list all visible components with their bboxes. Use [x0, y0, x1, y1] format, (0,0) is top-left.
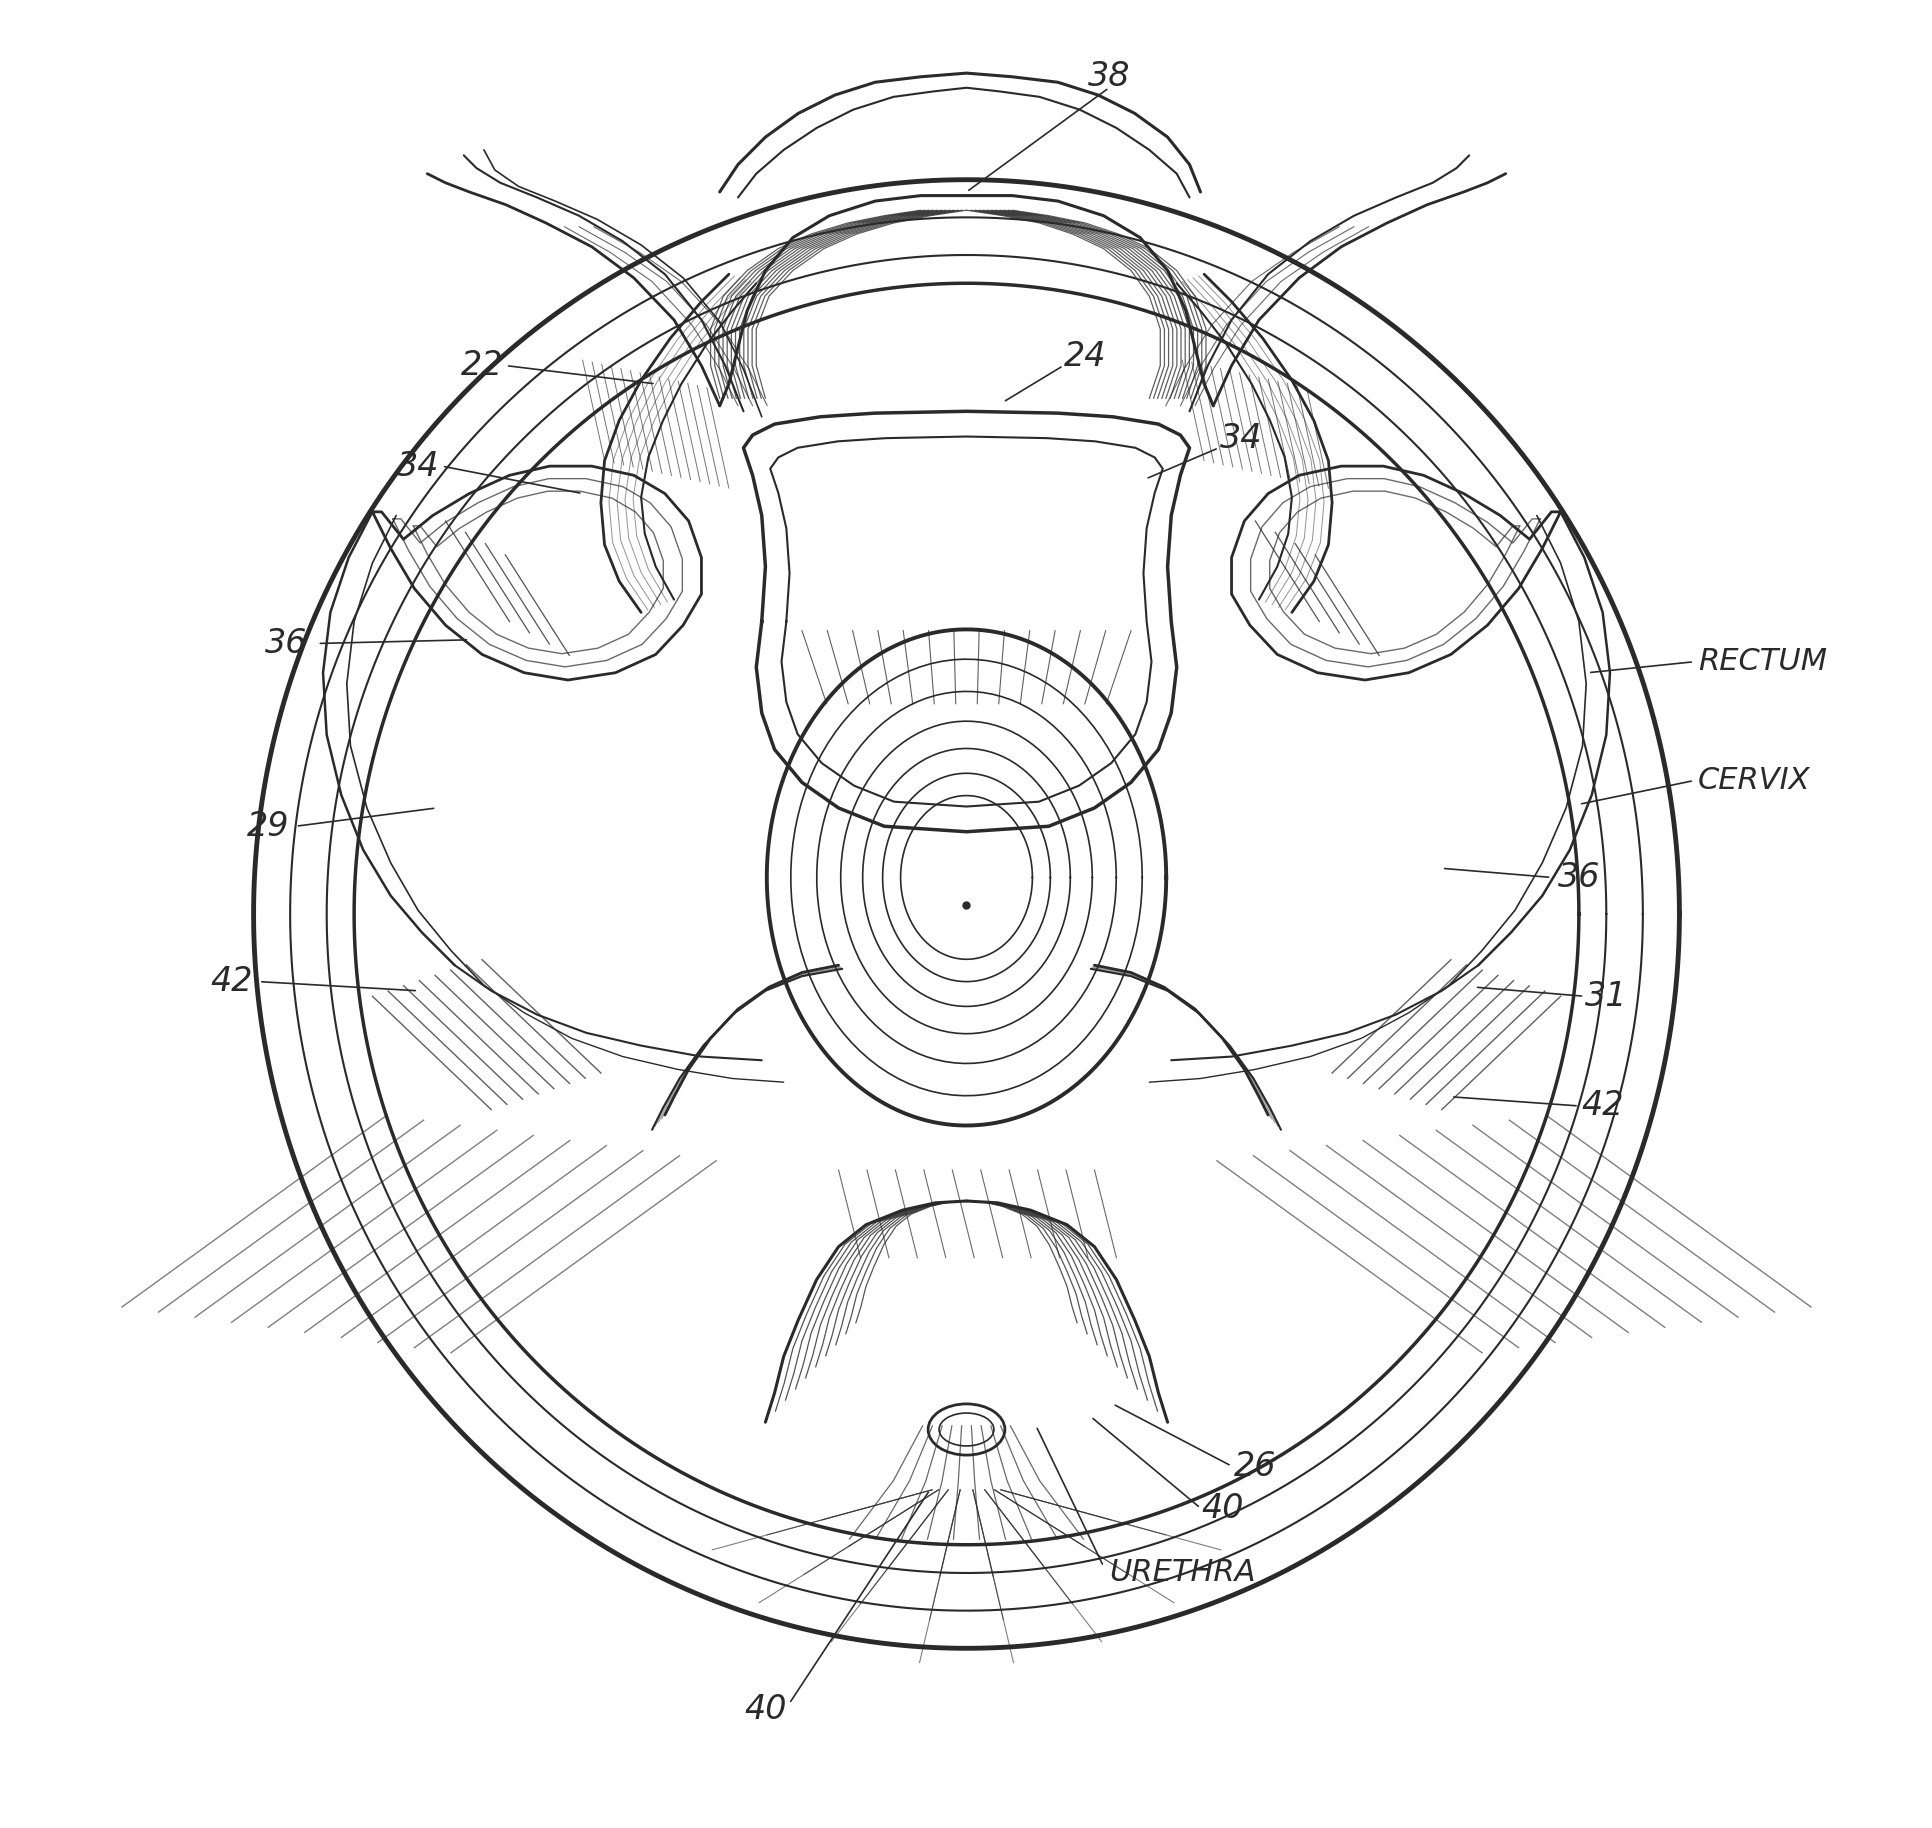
Text: 29: 29 — [247, 810, 290, 843]
Text: 26: 26 — [1233, 1450, 1275, 1483]
Text: 36: 36 — [265, 627, 307, 660]
Text: 24: 24 — [1063, 340, 1105, 373]
Text: 34: 34 — [396, 450, 439, 483]
Text: 42: 42 — [1580, 1089, 1623, 1122]
Text: 38: 38 — [1088, 60, 1130, 93]
Text: CERVIX: CERVIX — [1696, 766, 1808, 795]
Text: 34: 34 — [1219, 422, 1262, 455]
Text: 42: 42 — [211, 965, 253, 998]
Text: 36: 36 — [1557, 861, 1600, 894]
Text: RECTUM: RECTUM — [1696, 647, 1826, 676]
Text: 31: 31 — [1584, 980, 1627, 1013]
Text: 40: 40 — [1200, 1492, 1242, 1525]
Text: 40: 40 — [744, 1693, 786, 1726]
Text: URETHRA: URETHRA — [1109, 1557, 1256, 1587]
Text: 22: 22 — [460, 349, 502, 382]
